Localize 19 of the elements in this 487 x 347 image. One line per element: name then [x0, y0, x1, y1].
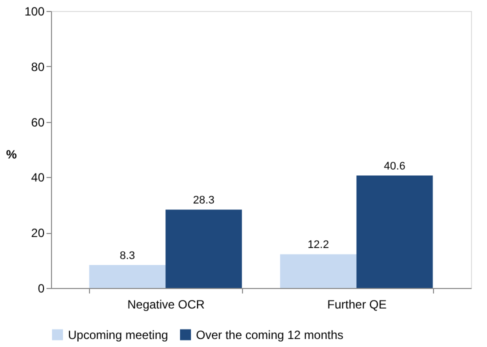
data-label: 8.3	[120, 250, 136, 262]
y-tick-label: 0	[38, 282, 45, 296]
bar	[166, 210, 242, 288]
legend-label: Over the coming 12 months	[196, 328, 344, 342]
data-label: 28.3	[193, 194, 214, 207]
data-label: 40.6	[384, 160, 406, 173]
y-tick-label: 40	[31, 170, 45, 185]
x-tick-label: Further QE	[327, 298, 387, 312]
legend-label: Upcoming meeting	[68, 328, 168, 342]
x-tick-label: Negative OCR	[127, 298, 206, 312]
y-tick-label: 20	[31, 226, 45, 240]
bar	[356, 176, 433, 288]
y-axis-title: %	[6, 148, 18, 162]
y-tick-label: 100	[24, 4, 45, 18]
bar	[89, 265, 166, 288]
y-tick-label: 60	[31, 115, 45, 130]
bar	[280, 254, 356, 288]
data-label: 12.2	[308, 239, 329, 252]
y-tick-label: 80	[31, 60, 45, 74]
